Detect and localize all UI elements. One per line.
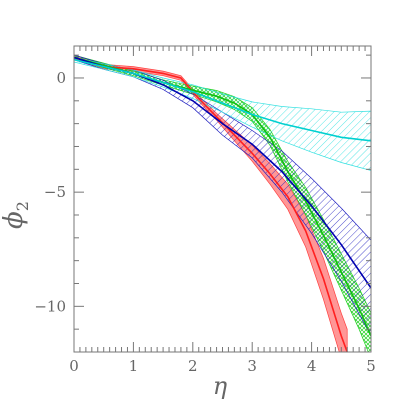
- series-4-line: [74, 58, 371, 142]
- y-axis-label: ϕ2: [0, 201, 32, 229]
- x-tick-label: 2: [188, 357, 198, 375]
- y-tick-label: 0: [56, 69, 66, 87]
- x-tick-label: 5: [366, 357, 376, 375]
- x-axis-label: η: [213, 372, 228, 400]
- x-tick-label: 3: [247, 357, 257, 375]
- y-tick-label: −5: [44, 183, 66, 201]
- y-tick-label: −10: [34, 297, 66, 315]
- series-lines: [74, 56, 371, 352]
- y-axis-label-subscript: 2: [13, 201, 32, 211]
- series-1-line: [74, 56, 348, 352]
- series-4-band: [74, 57, 371, 171]
- x-tick-label: 0: [69, 357, 79, 375]
- y-axis-label-main: ϕ: [0, 211, 29, 229]
- x-tick-label: 4: [307, 357, 317, 375]
- axis-tick-labels: 0 1 2 3 4 5 0 −5 −10: [34, 69, 375, 375]
- axis-ticks: [73, 46, 372, 353]
- x-tick-label: 1: [129, 357, 139, 375]
